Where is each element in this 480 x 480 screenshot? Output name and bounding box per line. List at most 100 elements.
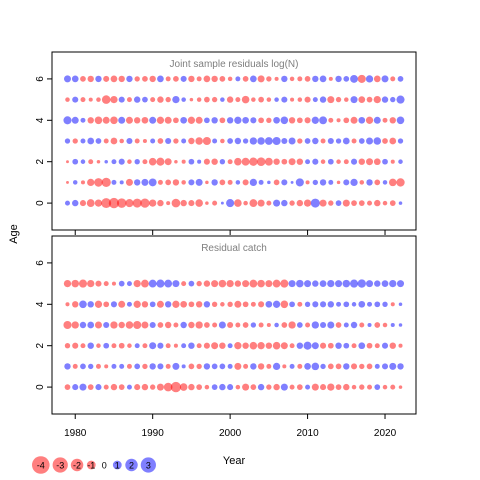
bubble [373, 116, 381, 124]
bubble [111, 363, 117, 369]
bubble [133, 117, 141, 124]
bubble [71, 321, 79, 329]
bubble [63, 75, 71, 83]
bubble [180, 321, 187, 329]
bubble [227, 159, 233, 165]
bubble [390, 159, 395, 164]
bubble [133, 179, 141, 186]
bubble [80, 159, 86, 164]
bubble [157, 199, 164, 207]
bubble [343, 322, 349, 328]
bubble [381, 363, 389, 370]
bubble [235, 322, 241, 328]
bubble [181, 159, 186, 164]
bubble [174, 159, 178, 164]
bubble [188, 342, 195, 349]
bubble [373, 137, 382, 145]
bubble [79, 321, 87, 329]
legend-label: -3 [56, 461, 64, 471]
legend-label: 0 [102, 461, 107, 471]
bubble [125, 321, 134, 329]
bubble [126, 97, 132, 103]
chart-panels: Joint sample residuals log(N)0246Residua… [35, 51, 417, 439]
bubble [219, 179, 226, 186]
bubble [336, 118, 341, 123]
bubble [227, 321, 234, 329]
bubble [389, 137, 397, 145]
bubble [101, 198, 112, 209]
legend-bubble [125, 458, 138, 472]
bubble [103, 281, 109, 287]
panel-title: Joint sample residuals log(N) [170, 59, 299, 70]
bubble [357, 74, 366, 83]
panel-title: Residual catch [201, 243, 267, 254]
bubble [95, 363, 101, 369]
bubble [234, 137, 242, 145]
bubble [203, 158, 210, 165]
bubble [195, 137, 203, 145]
bubble [274, 97, 279, 102]
bubble [87, 342, 94, 349]
bubble [94, 199, 103, 207]
x-axis-label: Year [223, 455, 246, 467]
bubble [280, 279, 289, 288]
bubble [181, 364, 186, 369]
bubble [351, 302, 357, 307]
bubble [257, 279, 265, 288]
bubble [343, 179, 350, 186]
x-tick-label: 2010 [296, 428, 319, 439]
bubble [118, 321, 125, 329]
bubble [359, 384, 365, 390]
bubble [220, 97, 225, 102]
bubble [382, 117, 388, 123]
bubble [366, 280, 374, 288]
bubble [127, 159, 132, 164]
bubble [374, 343, 380, 349]
bubble [96, 97, 101, 102]
bubble [374, 301, 381, 308]
bubble [134, 76, 140, 82]
bubble [358, 158, 365, 165]
bubble [389, 279, 397, 288]
bubble [195, 178, 203, 186]
bubble [211, 280, 219, 288]
bubble [234, 342, 242, 350]
bubble [297, 138, 303, 144]
bubble [72, 342, 79, 349]
bubble [281, 137, 288, 145]
bubble [165, 76, 171, 82]
bubble [196, 384, 203, 390]
bubble [148, 157, 157, 166]
bubble [204, 117, 210, 124]
bubble [111, 343, 117, 349]
bubble [359, 180, 365, 185]
bubble [374, 179, 381, 186]
bubble [212, 138, 218, 144]
bubble [374, 363, 380, 369]
x-tick-label: 2020 [374, 428, 397, 439]
bubble [126, 363, 132, 369]
bubble [164, 301, 172, 308]
bubble [320, 363, 326, 370]
bubble [234, 280, 242, 287]
y-tick-label: 6 [35, 76, 46, 82]
bubble [328, 200, 334, 206]
bubble [219, 159, 226, 165]
bubble [220, 201, 224, 205]
bubble [296, 322, 303, 328]
bubble [66, 160, 69, 164]
bubble [266, 97, 272, 102]
bubble [157, 179, 163, 185]
bubble [195, 321, 203, 329]
bubble [336, 180, 341, 185]
bubble [319, 199, 327, 207]
panel-1: Joint sample residuals log(N) 0 2 4 6 [35, 51, 417, 235]
y-tick-label: 4 [35, 117, 46, 123]
bubble [133, 96, 141, 103]
bubble [110, 95, 118, 104]
bubble [390, 302, 395, 307]
bubble [94, 116, 103, 125]
bubble [164, 321, 172, 329]
bubble [366, 137, 374, 145]
bubble [126, 75, 133, 83]
